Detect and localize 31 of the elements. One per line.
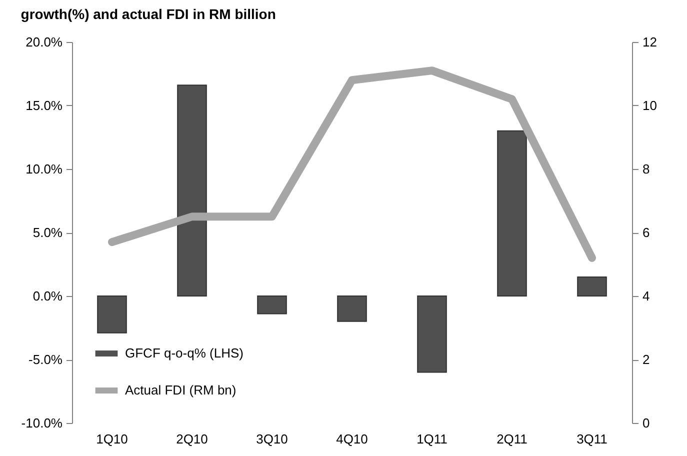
y-tick-label: 0.0%: [32, 288, 63, 304]
y2-tick-label: 12: [642, 34, 657, 50]
bar: [177, 84, 207, 296]
y2-tick-label: 10: [642, 98, 657, 113]
x-tick-label: 3Q10: [256, 432, 288, 446]
y-tick-label: -10.0%: [21, 416, 63, 430]
legend-label: GFCF q-o-q% (LHS): [125, 346, 244, 360]
x-tick-label: 1Q11: [416, 432, 448, 446]
y-tick-label: 10.0%: [26, 162, 63, 176]
x-tick-label: 4Q10: [336, 432, 368, 446]
y2-tick-label: 0: [642, 416, 650, 430]
x-tick-label: 3Q11: [576, 432, 608, 446]
chart-title: growth(%) and actual FDI in RM billion: [20, 6, 276, 22]
y-tick-label: -5.0%: [28, 352, 63, 367]
bar: [577, 276, 607, 296]
bar: [417, 296, 447, 373]
y-tick-label: 5.0%: [32, 225, 63, 240]
x-tick-label: 2Q11: [496, 432, 528, 446]
bar: [337, 296, 367, 322]
y2-tick-label: 4: [642, 288, 650, 304]
x-tick-label: 1Q10: [96, 432, 128, 446]
y2-tick-label: 2: [642, 352, 650, 367]
y-tick-label: 15.0%: [26, 98, 63, 113]
bar: [497, 130, 527, 296]
y-tick-label: 20.0%: [26, 34, 63, 50]
y2-tick-label: 6: [642, 225, 650, 240]
x-tick-label: 2Q10: [176, 432, 208, 446]
bar: [257, 296, 287, 314]
y2-tick-label: 8: [642, 162, 650, 176]
bar: [97, 296, 127, 334]
legend-label: Actual FDI (RM bn): [125, 382, 236, 398]
